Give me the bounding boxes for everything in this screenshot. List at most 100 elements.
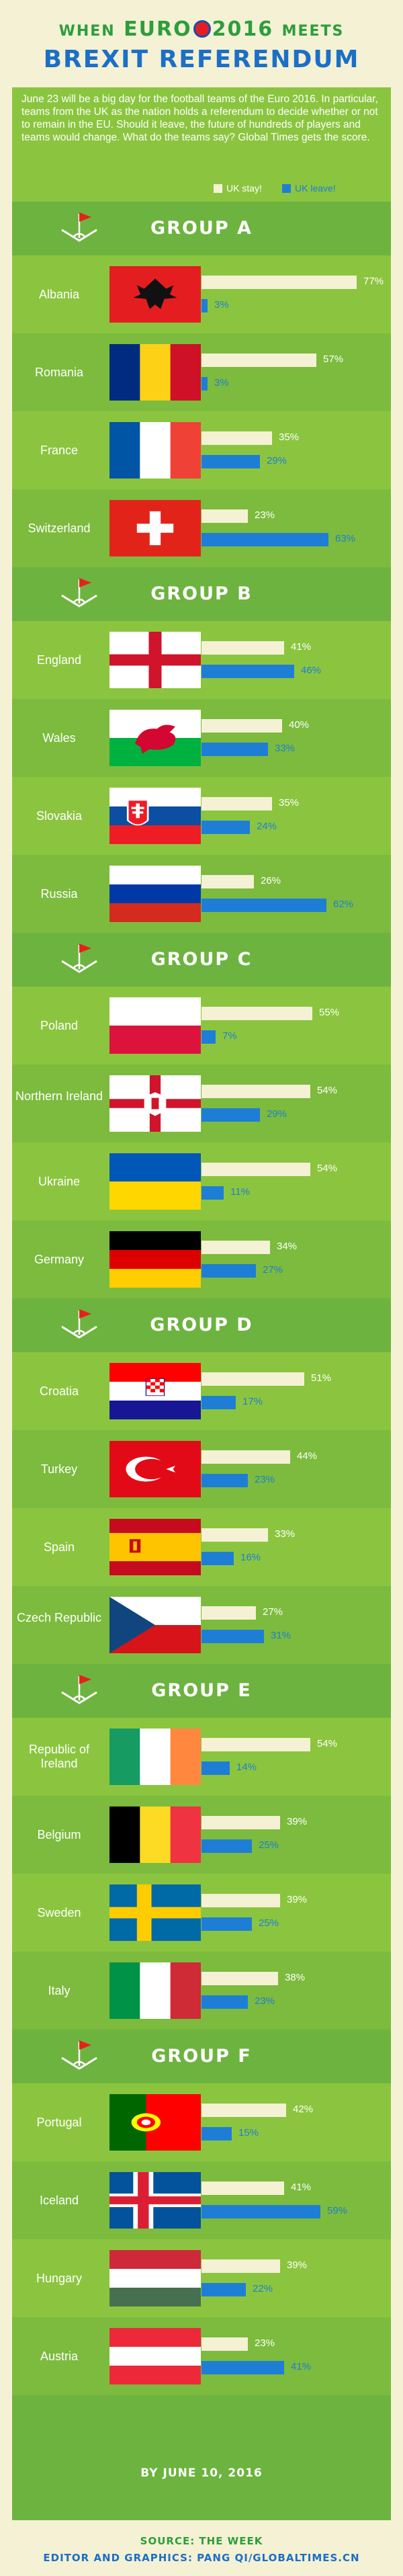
pitch-stripe [12, 1718, 391, 1796]
russia-flag [109, 866, 201, 922]
belgium-flag [109, 1806, 201, 1863]
header: WHEN EURO 2016 MEETS BREXIT REFERENDUM [0, 0, 403, 87]
intro-text: June 23 will be a big day for the footba… [21, 93, 378, 143]
country-label: Poland [40, 1018, 79, 1032]
bar-leave [202, 1630, 264, 1643]
label-leave: 46% [301, 665, 322, 676]
iceland-flag [109, 2172, 201, 2229]
pitch-stripe [12, 1952, 391, 2030]
pitch-stripe [12, 2395, 391, 2520]
bar-stay [202, 276, 357, 289]
albania-flag [109, 266, 201, 323]
bar-stay [202, 2259, 280, 2273]
group-title: GROUP E [151, 1680, 252, 1701]
group-title: GROUP A [150, 218, 253, 239]
bar-leave [202, 299, 208, 313]
bar-stay [202, 354, 316, 367]
corner-flag-icon [61, 1309, 97, 1339]
label-leave: 7% [222, 1030, 237, 1042]
label-leave: 23% [255, 1474, 275, 1485]
country-label: Hungary [36, 2271, 83, 2285]
title-line-1: WHEN EURO 2016 MEETS [0, 17, 403, 41]
switzerland-flag [109, 500, 201, 556]
label-stay: 77% [363, 276, 384, 287]
pitch-stripe [12, 2317, 391, 2395]
label-leave: 14% [236, 1761, 257, 1773]
pitch-stripe [12, 567, 391, 621]
pitch-stripe [12, 1664, 391, 1718]
pitch-stripe [12, 255, 391, 333]
legend-leave: UK leave! [282, 183, 336, 196]
euro-trophy-icon [193, 20, 211, 38]
group-title: GROUP F [151, 2046, 252, 2067]
country-label: Republic of Ireland [28, 1743, 90, 1770]
bar-leave [202, 743, 268, 756]
bar-leave [202, 2283, 246, 2296]
pitch-stripe [12, 1298, 391, 1352]
title-pre: WHEN [58, 23, 116, 40]
label-stay: 23% [255, 2337, 275, 2349]
label-leave: 25% [259, 1917, 279, 1929]
label-stay: 34% [277, 1241, 298, 1252]
title-post: MEETS [281, 23, 345, 40]
group-banner: GROUP A [12, 202, 391, 254]
croatia-flag [109, 1363, 201, 1419]
legend-stay-label: UK stay! [226, 183, 262, 194]
pitch-stripe [12, 489, 391, 567]
label-leave: 15% [238, 2127, 259, 2138]
country-label: Albania [38, 287, 80, 301]
bar-stay [202, 509, 248, 523]
turkey-flag [109, 1441, 201, 1497]
group-title: GROUP D [150, 1315, 253, 1335]
label-leave: 33% [275, 743, 296, 754]
label-stay: 41% [291, 2182, 312, 2193]
pitch-stripe [12, 699, 391, 777]
pitch-stripe [12, 2030, 391, 2083]
country-label: France [40, 443, 79, 457]
england-flag [109, 632, 201, 688]
ukraine-flag [109, 1153, 201, 1210]
pitch-stripe [12, 933, 391, 987]
bar-leave [202, 1474, 248, 1487]
bar-leave [202, 2361, 284, 2374]
pitch-stripe [12, 1586, 391, 1664]
label-stay: 51% [311, 1372, 332, 1384]
bar-leave [202, 1186, 224, 1200]
sweden-flag [109, 1884, 201, 1941]
label-leave: 29% [267, 1108, 287, 1120]
italy-flag [109, 1962, 201, 2019]
pitch-stripe [12, 777, 391, 855]
pitch-stripe [12, 1065, 391, 1142]
pitch-stripe [12, 1874, 391, 1952]
label-leave: 25% [259, 1839, 279, 1851]
pitch-stripe [12, 2083, 391, 2161]
label-stay: 33% [275, 1528, 296, 1540]
pitch-stripe [12, 855, 391, 933]
bar-stay [202, 431, 272, 445]
title-line-2: BREXIT REFERENDUM [43, 46, 360, 73]
corner-flag-icon [61, 1675, 97, 1704]
group-banner: GROUP F [12, 2030, 391, 2082]
pitch-stripe [12, 621, 391, 699]
pitch-stripe [12, 87, 391, 202]
legend-leave-label: UK leave! [295, 183, 336, 194]
romania-flag [109, 344, 201, 401]
bar-leave [202, 533, 328, 546]
bar-leave [202, 1761, 230, 1775]
country-label: Sweden [37, 1905, 81, 1919]
country-label: Switzerland [28, 521, 91, 535]
pitch-stripe [12, 1142, 391, 1220]
country-label: Russia [40, 886, 78, 901]
label-leave: 31% [271, 1630, 292, 1641]
label-leave: 41% [291, 2361, 312, 2372]
title-year: 2016 [212, 17, 274, 41]
slovakia-flag [109, 788, 201, 844]
bar-leave [202, 665, 294, 678]
label-leave: 24% [257, 821, 277, 832]
bar-stay [202, 2337, 248, 2351]
label-stay: 44% [297, 1450, 318, 1462]
country-label: Turkey [40, 1462, 78, 1476]
bar-leave [202, 377, 208, 390]
corner-flag-icon [61, 212, 97, 242]
label-stay: 42% [293, 2104, 314, 2115]
